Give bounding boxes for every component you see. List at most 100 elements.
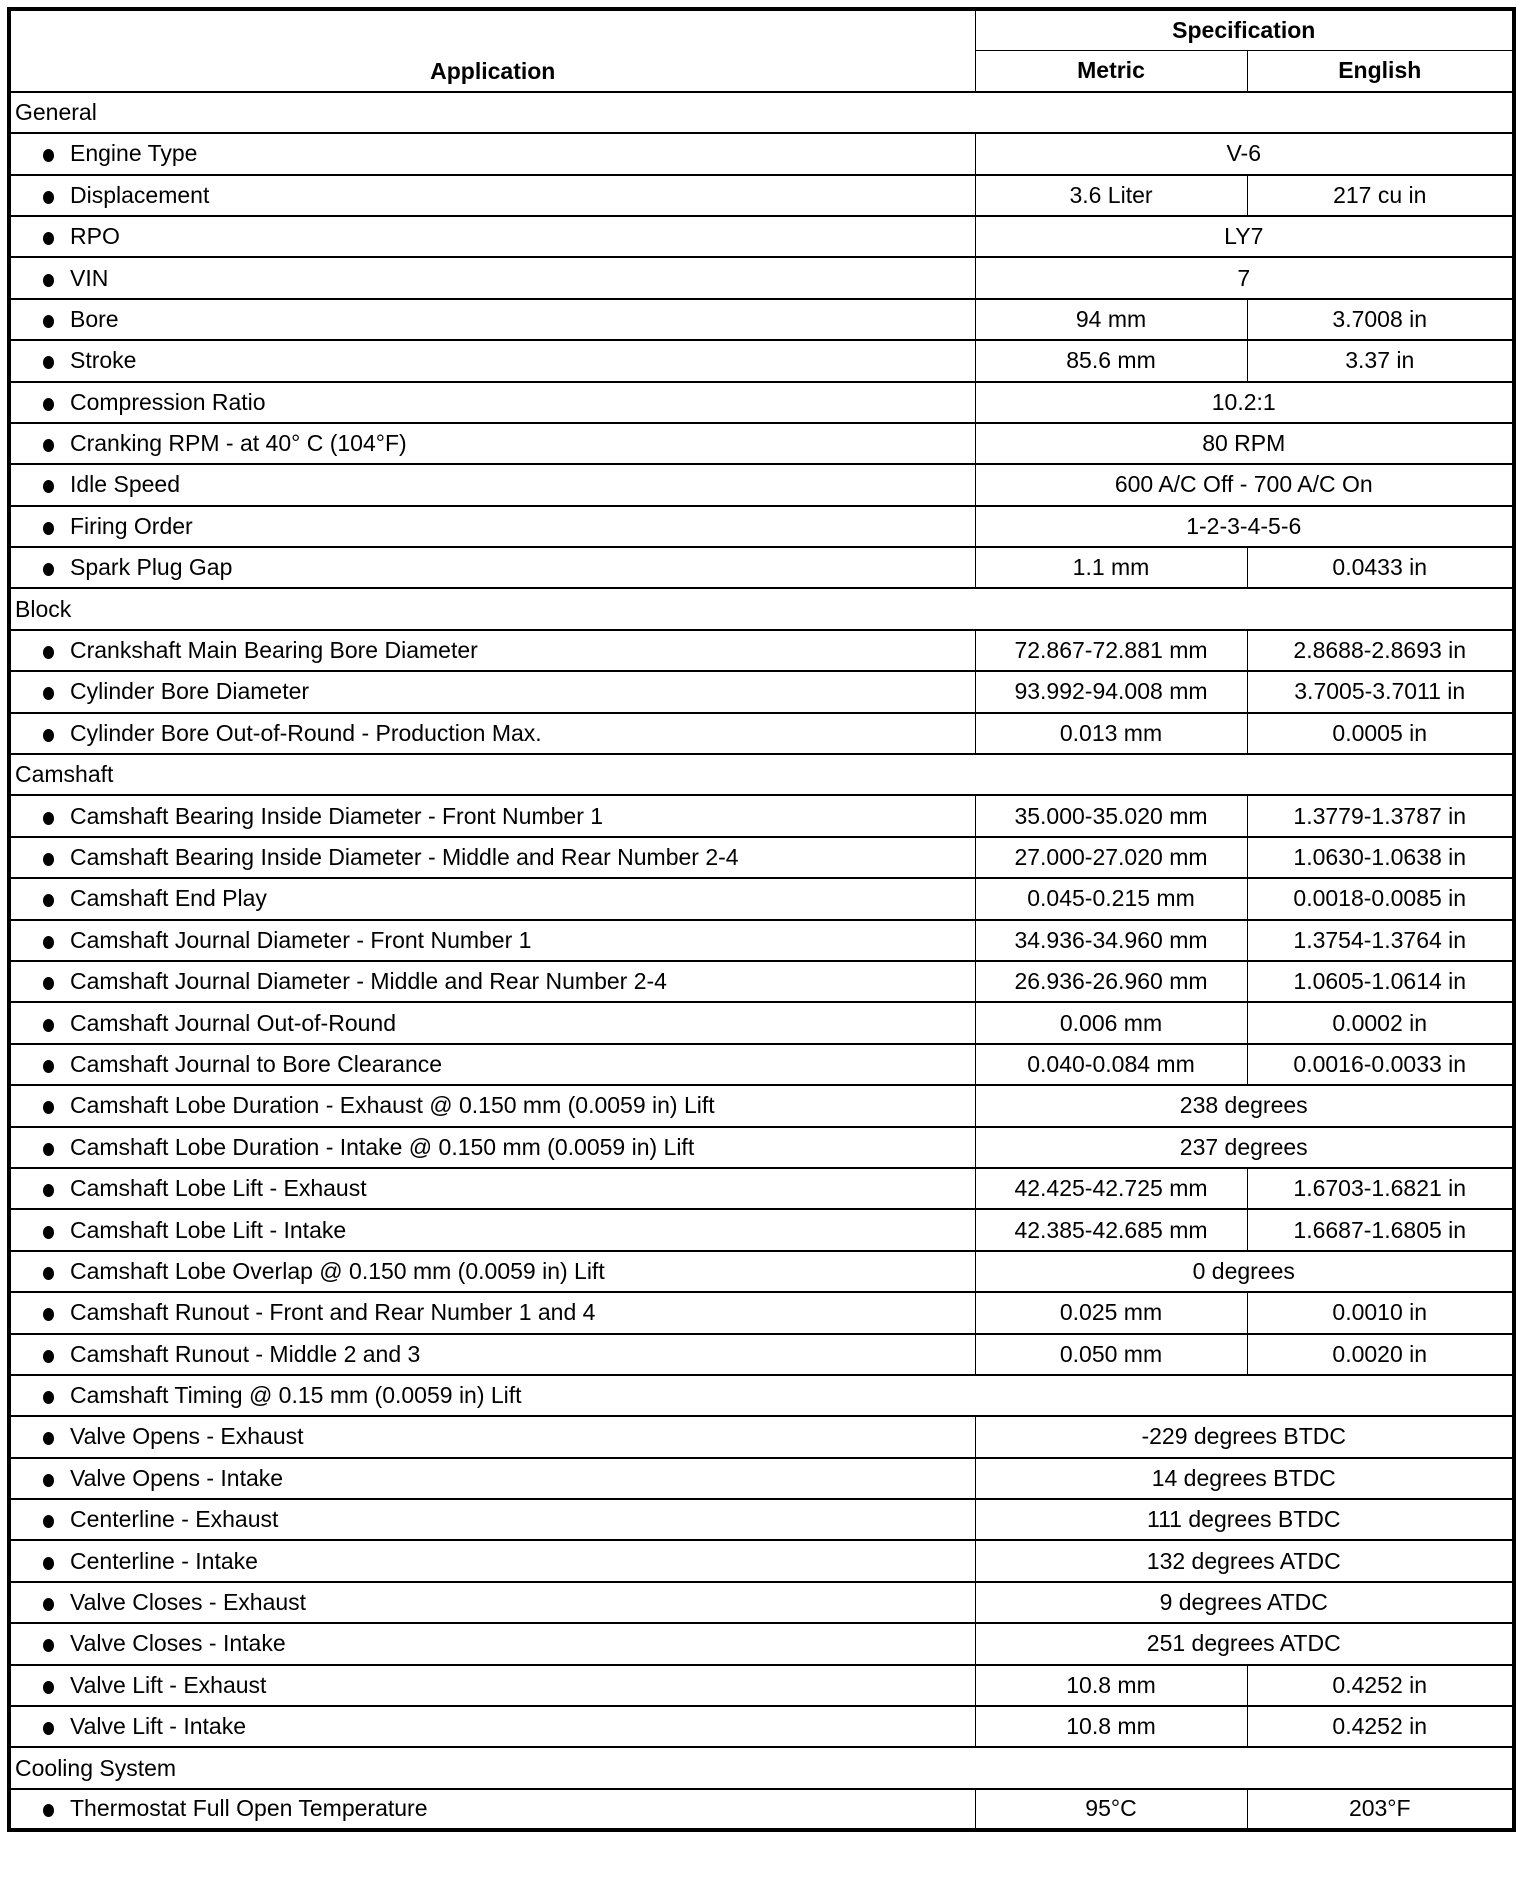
table-row: Compression Ratio 10.2:1	[8, 381, 1515, 424]
table-row: Cylinder Bore Out-of-Round - Production …	[8, 712, 1515, 755]
bullet-icon	[43, 935, 54, 949]
table-row: Centerline - Intake 132 degrees ATDC	[8, 1539, 1515, 1583]
bullet-icon	[43, 1349, 54, 1363]
table-row: RPO LY7	[8, 215, 1515, 258]
application-cell: Compression Ratio	[8, 381, 976, 424]
application-cell: RPO	[8, 215, 976, 258]
metric-value: 35.000-35.020 mm	[974, 794, 1248, 838]
application-cell: Camshaft End Play	[8, 877, 976, 921]
table-row: Centerline - Exhaust 111 degrees BTDC	[8, 1498, 1515, 1541]
section-row: Camshaft	[8, 753, 1515, 796]
spec-value: 10.2:1	[974, 381, 1515, 424]
table-row: Crankshaft Main Bearing Bore Diameter 72.…	[8, 629, 1515, 672]
application-label: Engine Type	[70, 140, 198, 167]
application-label: Valve Closes - Intake	[70, 1630, 286, 1657]
application-cell: Stroke	[8, 339, 976, 383]
application-cell: Cylinder Bore Diameter	[8, 670, 976, 714]
bullet-icon	[43, 563, 54, 577]
section-title: General	[8, 91, 1515, 134]
table-row: Valve Lift - Intake 10.8 mm 0.4252 in	[8, 1705, 1515, 1748]
spec-value: V-6	[974, 132, 1515, 176]
bullet-icon	[43, 1225, 54, 1239]
application-cell: Camshaft Lobe Lift - Intake	[8, 1208, 976, 1252]
table-row: Valve Opens - Exhaust -229 degrees BTDC	[8, 1415, 1515, 1459]
spec-value: 14 degrees BTDC	[974, 1457, 1515, 1500]
table-row: Thermostat Full Open Temperature 95°C 203°…	[8, 1788, 1515, 1831]
table-row: Camshaft Runout - Middle 2 and 3 0.050 mm…	[8, 1332, 1515, 1376]
table-row: Valve Closes - Exhaust 9 degrees ATDC	[8, 1581, 1515, 1624]
spec-value: 600 A/C Off - 700 A/C On	[974, 463, 1515, 507]
application-label: Camshaft Journal Out-of-Round	[70, 1009, 396, 1036]
table-row: Bore 94 mm 3.7008 in	[8, 298, 1515, 341]
bullet-icon	[43, 1018, 54, 1032]
bullet-icon	[43, 1598, 54, 1612]
table-row: Cranking RPM - at 40° C (104°F) 80 RPM	[8, 422, 1515, 465]
application-label: Idle Speed	[70, 471, 180, 498]
application-cell: Displacement	[8, 174, 976, 217]
application-cell: Valve Opens - Exhaust	[8, 1415, 976, 1459]
application-label: Compression Ratio	[70, 388, 266, 415]
bullet-icon	[43, 190, 54, 204]
english-value: 1.6703-1.6821 in	[1246, 1167, 1515, 1210]
table-row: Camshaft Lobe Overlap @ 0.150 mm (0.0059…	[8, 1250, 1515, 1293]
application-label: Camshaft Lobe Lift - Exhaust	[70, 1175, 367, 1202]
spec-value: LY7	[974, 215, 1515, 258]
english-value: 1.3754-1.3764 in	[1246, 919, 1515, 962]
header-metric: Metric	[974, 49, 1248, 93]
spec-value: 9 degrees ATDC	[974, 1581, 1515, 1624]
english-value: 0.0010 in	[1246, 1291, 1515, 1335]
section-row: General	[8, 91, 1515, 134]
application-cell: Bore	[8, 298, 976, 341]
application-cell: Camshaft Lobe Duration - Intake @ 0.150 …	[8, 1126, 976, 1169]
bullet-icon	[43, 1101, 54, 1115]
bullet-icon	[43, 1473, 54, 1487]
application-label: Cylinder Bore Out-of-Round - Production …	[70, 719, 542, 746]
table-row: Camshaft Bearing Inside Diameter - Middl…	[8, 836, 1515, 879]
application-label: Valve Opens - Intake	[70, 1464, 284, 1491]
english-value: 1.0630-1.0638 in	[1246, 836, 1515, 879]
english-value: 1.6687-1.6805 in	[1246, 1208, 1515, 1252]
application-label: Cylinder Bore Diameter	[70, 678, 310, 705]
application-label: Camshaft Runout - Middle 2 and 3	[70, 1340, 421, 1367]
application-cell: Valve Closes - Exhaust	[8, 1581, 976, 1624]
metric-value: 27.000-27.020 mm	[974, 836, 1248, 879]
application-label: Camshaft Bearing Inside Diameter - Front…	[70, 802, 604, 829]
bullet-icon	[43, 1142, 54, 1156]
application-cell: Camshaft Journal to Bore Clearance	[8, 1043, 976, 1086]
application-label: VIN	[70, 264, 109, 291]
english-value: 0.0016-0.0033 in	[1246, 1043, 1515, 1086]
application-cell: Camshaft Lobe Lift - Exhaust	[8, 1167, 976, 1210]
application-cell: Firing Order	[8, 505, 976, 548]
application-label: Valve Opens - Exhaust	[70, 1423, 304, 1450]
table-row: Cylinder Bore Diameter 93.992-94.008 mm 3.…	[8, 670, 1515, 714]
application-cell: Camshaft Timing @ 0.15 mm (0.0059 in) Li…	[8, 1374, 1515, 1417]
header-application: Application	[8, 8, 976, 93]
bullet-icon	[43, 1184, 54, 1198]
table-row: Camshaft Journal Out-of-Round 0.006 mm 0.0…	[8, 1001, 1515, 1045]
table-row: Camshaft Runout - Front and Rear Number …	[8, 1291, 1515, 1335]
table-row: Camshaft Journal Diameter - Middle and R…	[8, 960, 1515, 1003]
table-row: Displacement 3.6 Liter 217 cu in	[8, 174, 1515, 217]
application-label: Camshaft End Play	[70, 885, 267, 912]
metric-value: 26.936-26.960 mm	[974, 960, 1248, 1003]
bullet-icon	[43, 149, 54, 163]
application-cell: Valve Opens - Intake	[8, 1457, 976, 1500]
metric-value: 72.867-72.881 mm	[974, 629, 1248, 672]
english-value: 3.7008 in	[1246, 298, 1515, 341]
metric-value: 0.025 mm	[974, 1291, 1248, 1335]
application-cell: Centerline - Exhaust	[8, 1498, 976, 1541]
bullet-icon	[43, 894, 54, 908]
table-row: Valve Lift - Exhaust 10.8 mm 0.4252 in	[8, 1664, 1515, 1707]
bullet-icon	[43, 480, 54, 494]
spec-value: 1-2-3-4-5-6	[974, 505, 1515, 548]
spec-value: 7	[974, 256, 1515, 300]
english-value: 3.7005-3.7011 in	[1246, 670, 1515, 714]
metric-value: 95°C	[974, 1788, 1248, 1831]
metric-value: 34.936-34.960 mm	[974, 919, 1248, 962]
application-label: Camshaft Journal Diameter - Front Number…	[70, 926, 532, 953]
application-label: Spark Plug Gap	[70, 554, 233, 581]
application-cell: Thermostat Full Open Temperature	[8, 1788, 976, 1831]
application-label: Centerline - Exhaust	[70, 1506, 279, 1533]
bullet-icon	[43, 811, 54, 825]
bullet-icon	[43, 977, 54, 991]
